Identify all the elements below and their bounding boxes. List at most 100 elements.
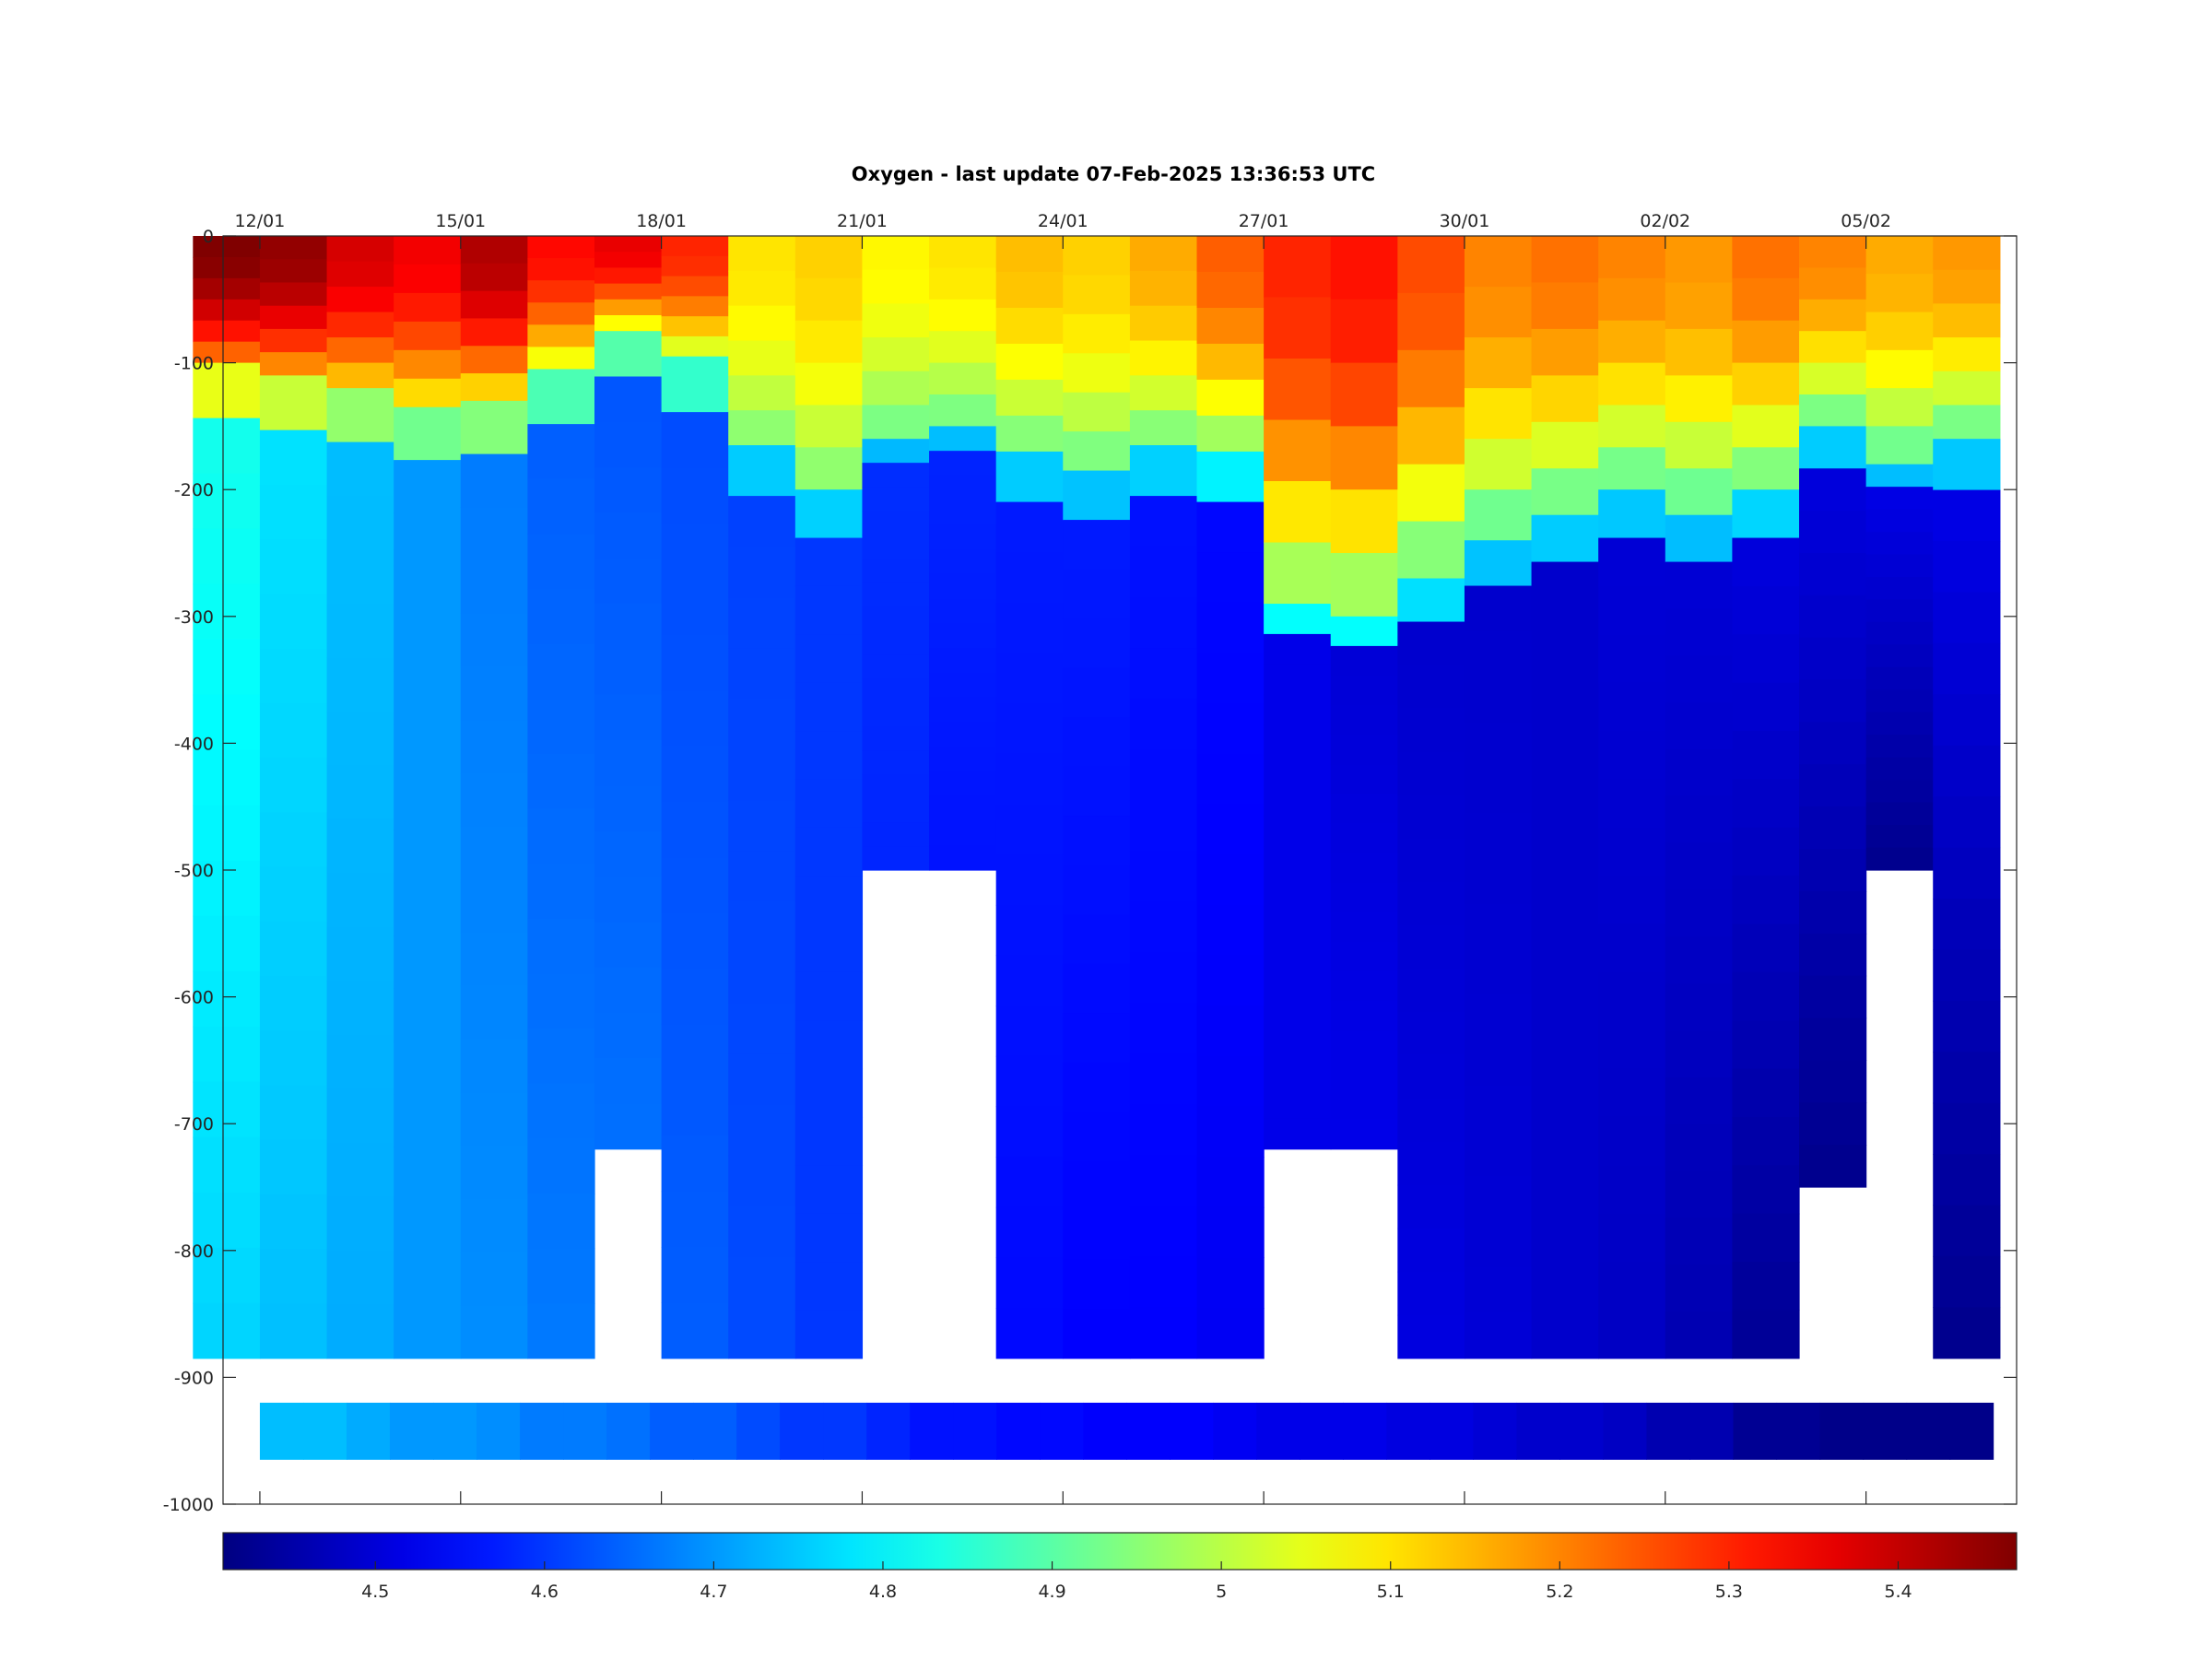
heatmap-cell bbox=[259, 976, 328, 1031]
heatmap-cell bbox=[594, 649, 663, 696]
bottom-band-cell bbox=[1256, 1402, 1300, 1460]
heatmap-cell bbox=[259, 1085, 328, 1141]
heatmap-cell bbox=[1799, 594, 1867, 639]
heatmap-cell bbox=[1598, 537, 1666, 587]
heatmap-cell bbox=[1063, 1259, 1131, 1310]
heatmap-cell bbox=[929, 549, 997, 575]
heatmap-cell bbox=[929, 475, 997, 501]
heatmap-cell bbox=[326, 287, 394, 313]
heatmap-cell bbox=[326, 1250, 394, 1305]
heatmap-cell bbox=[193, 236, 261, 258]
heatmap-cell bbox=[594, 785, 663, 832]
heatmap-cell bbox=[527, 699, 595, 755]
heatmap-cell bbox=[460, 507, 528, 561]
heatmap-cell bbox=[661, 236, 729, 257]
heatmap-cell bbox=[1799, 849, 1867, 892]
heatmap-cell bbox=[1063, 914, 1131, 965]
heatmap-cell bbox=[594, 299, 663, 316]
heatmap-cell bbox=[259, 484, 328, 540]
heatmap-cell bbox=[1330, 362, 1398, 427]
heatmap-cell bbox=[794, 405, 864, 448]
heatmap-cell bbox=[527, 1029, 595, 1085]
heatmap-cell bbox=[1865, 554, 1934, 578]
heatmap-cell bbox=[594, 739, 663, 786]
y-tick-label: -1000 bbox=[163, 1495, 214, 1515]
heatmap-cell bbox=[193, 915, 261, 972]
heatmap-cell bbox=[794, 682, 864, 732]
heatmap-cell bbox=[1799, 468, 1867, 512]
heatmap-cell bbox=[1865, 621, 1934, 645]
heatmap-cell bbox=[460, 236, 528, 265]
heatmap-cell bbox=[394, 1094, 462, 1148]
heatmap-cell bbox=[862, 606, 930, 631]
heatmap-cell bbox=[661, 467, 729, 524]
heatmap-cell bbox=[728, 305, 796, 342]
heatmap-cell bbox=[1598, 277, 1666, 322]
heatmap-cell bbox=[193, 1302, 261, 1359]
heatmap-cell bbox=[929, 771, 997, 797]
heatmap-cell bbox=[1933, 1102, 2001, 1155]
heatmap-cell bbox=[995, 1157, 1064, 1208]
heatmap-cell bbox=[1196, 804, 1265, 855]
heatmap-cell bbox=[1264, 359, 1332, 421]
heatmap-cell bbox=[1397, 794, 1465, 840]
heatmap-cell bbox=[1129, 1206, 1198, 1258]
heatmap-cell bbox=[1665, 1030, 1733, 1078]
heatmap-cell bbox=[1330, 489, 1398, 554]
heatmap-cell bbox=[1397, 1054, 1465, 1100]
heatmap-cell bbox=[1865, 847, 1934, 871]
heatmap-cell bbox=[1531, 375, 1599, 423]
heatmap-cell bbox=[1264, 785, 1332, 817]
heatmap-cell bbox=[193, 1192, 261, 1249]
heatmap-cell bbox=[1598, 1310, 1666, 1359]
heatmap-cell bbox=[794, 236, 864, 279]
heatmap-cell bbox=[794, 876, 864, 925]
heatmap-cell bbox=[259, 812, 328, 868]
heatmap-cell bbox=[1063, 1160, 1131, 1211]
heatmap-cell bbox=[1129, 375, 1198, 411]
heatmap-cell bbox=[259, 1194, 328, 1250]
heatmap-cell bbox=[1196, 271, 1265, 309]
heatmap-cell bbox=[1264, 876, 1332, 908]
heatmap-cell bbox=[1732, 779, 1800, 829]
heatmap-cell bbox=[1129, 305, 1198, 342]
heatmap-cell bbox=[326, 441, 394, 497]
heatmap-cell bbox=[661, 1302, 729, 1359]
heatmap-cell bbox=[661, 1024, 729, 1081]
heatmap-cell bbox=[1865, 349, 1934, 389]
heatmap-cell bbox=[862, 439, 930, 464]
heatmap-cell bbox=[1464, 677, 1533, 724]
heatmap-cell bbox=[1598, 1020, 1666, 1070]
heatmap-cell bbox=[661, 746, 729, 803]
heatmap-cell bbox=[460, 453, 528, 508]
heatmap-cell bbox=[929, 623, 997, 649]
heatmap-cell bbox=[661, 356, 729, 413]
x-tick-label: 15/01 bbox=[435, 211, 486, 231]
heatmap-cell bbox=[1196, 1257, 1265, 1309]
heatmap-cell bbox=[862, 511, 930, 535]
heatmap-cell bbox=[259, 1030, 328, 1087]
bottom-band-cell bbox=[346, 1402, 391, 1460]
heatmap-cell bbox=[1598, 924, 1666, 973]
heatmap-cell bbox=[995, 501, 1064, 553]
heatmap-cell bbox=[1799, 511, 1867, 554]
heatmap-cell bbox=[1531, 983, 1599, 1031]
heatmap-cell bbox=[193, 971, 261, 1028]
heatmap-cell bbox=[527, 973, 595, 1030]
heatmap-cell bbox=[1732, 1310, 1800, 1359]
heatmap-cell bbox=[1598, 731, 1666, 780]
heatmap-cell bbox=[1063, 431, 1131, 472]
heatmap-cell bbox=[1464, 1221, 1533, 1268]
heatmap-cell bbox=[1464, 1085, 1533, 1132]
heatmap-cell bbox=[1598, 971, 1666, 1021]
heatmap-cell bbox=[527, 236, 595, 259]
heatmap-cell bbox=[1129, 901, 1198, 954]
heatmap-cell bbox=[862, 654, 930, 679]
heatmap-cell bbox=[259, 259, 328, 284]
heatmap-cell bbox=[1196, 236, 1265, 273]
heatmap-cell bbox=[1330, 553, 1398, 618]
heatmap-cell bbox=[1464, 489, 1533, 541]
bottom-band-cell bbox=[693, 1402, 737, 1460]
heatmap-cell bbox=[862, 726, 930, 751]
heatmap-cell bbox=[1865, 735, 1934, 759]
